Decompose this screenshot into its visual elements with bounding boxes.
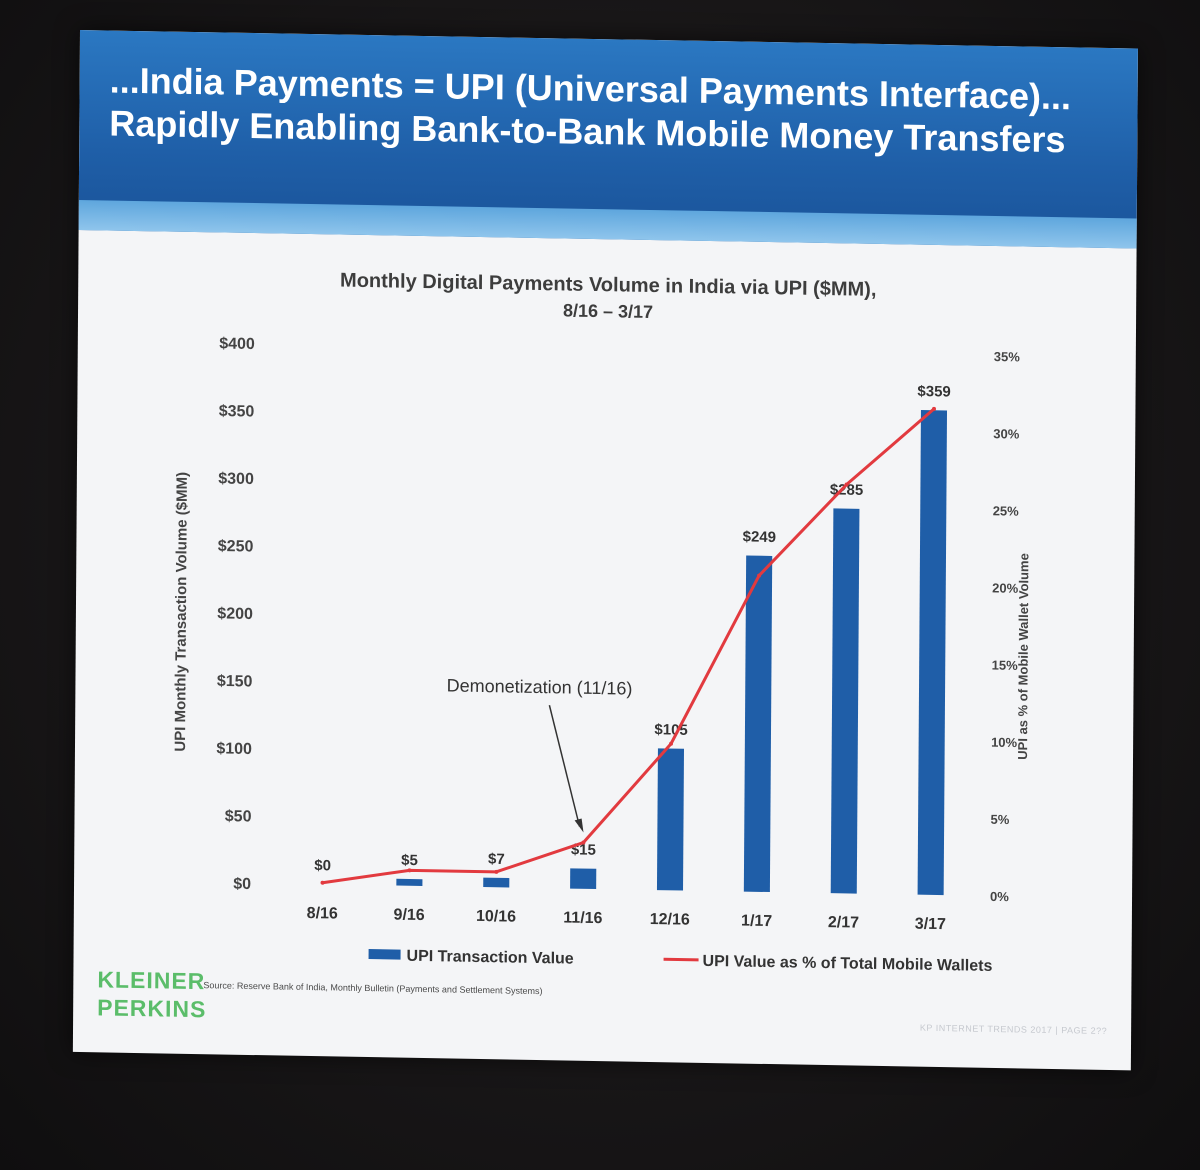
y-tick-label: $200 [217, 605, 253, 623]
y-tick-label: $250 [218, 538, 254, 556]
annotation-arrow-line [548, 705, 581, 827]
bar [830, 508, 860, 894]
legend-bar-swatch [368, 949, 401, 960]
legend-line-label: UPI Value as % of Total Mobile Wallets [702, 953, 992, 975]
x-tick-label: 8/16 [307, 905, 338, 923]
bar-series [396, 410, 948, 896]
y-tick-label: $0 [233, 876, 251, 893]
line-point [757, 573, 762, 578]
presentation-slide: ...India Payments = UPI (Universal Payme… [72, 30, 1138, 1071]
y2-tick-label: 20% [992, 580, 1019, 595]
y2-tick-label: 10% [991, 735, 1018, 750]
y2-axis-label: UPI as % of Mobile Wallet Volume [1015, 553, 1031, 760]
legend-line-swatch [663, 957, 699, 962]
annotation-text: Demonetization (11/16) [447, 675, 633, 698]
y2-tick-label: 15% [992, 657, 1019, 672]
bar-value-label: $249 [743, 528, 776, 546]
line-point [494, 869, 499, 874]
bar [656, 748, 685, 891]
y2-tick-label: 35% [994, 349, 1021, 364]
logo-line-1: KLEINER [97, 966, 206, 995]
y-tick-label: $400 [219, 335, 255, 353]
line-point [844, 482, 849, 487]
line-point [669, 741, 674, 746]
x-tick-label: 2/17 [828, 914, 859, 932]
logo-line-2: PERKINS [97, 994, 207, 1023]
x-tick-label: 1/17 [741, 913, 772, 931]
annotation: Demonetization (11/16) [447, 675, 633, 833]
bar [483, 877, 510, 888]
upi-chart: Monthly Digital Payments Volume in India… [172, 270, 1031, 975]
y2-tick-label: 25% [993, 503, 1020, 518]
line-series [320, 406, 937, 885]
y-tick-label: $100 [216, 740, 252, 758]
bar [570, 868, 597, 890]
bar-value-label: $0 [314, 857, 331, 874]
x-tick-label: 11/16 [563, 909, 602, 927]
chart-subtitle: 8/16 – 3/17 [563, 300, 653, 322]
bar [743, 555, 773, 893]
y-axis-ticks: $0 $50 $100 $150 $200 $250 $300 $350 $400 [216, 335, 255, 893]
y-tick-label: $150 [217, 673, 253, 691]
legend: UPI Transaction Value UPI Value as % of T… [368, 948, 993, 975]
bar [396, 878, 423, 886]
y-tick-label: $350 [219, 403, 255, 421]
y-tick-label: $300 [218, 470, 254, 488]
line-point [320, 880, 325, 885]
chart-area: Monthly Digital Payments Volume in India… [73, 210, 1137, 1070]
x-axis-ticks: 8/16 9/16 10/16 11/16 12/16 1/17 2/17 3/17 [307, 905, 946, 933]
y2-tick-label: 0% [990, 889, 1009, 904]
slide-title: ...India Payments = UPI (Universal Payme… [109, 59, 1110, 162]
line-point [407, 868, 412, 873]
line-point [581, 840, 586, 845]
bar-value-label: $7 [488, 851, 505, 868]
x-tick-label: 9/16 [394, 906, 425, 924]
y-tick-label: $50 [225, 808, 252, 825]
line-point [932, 406, 937, 411]
chart-title: Monthly Digital Payments Volume in India… [340, 270, 877, 301]
y2-axis-ticks: 0% 5% 10% 15% 20% 25% 30% 35% [990, 349, 1020, 904]
x-tick-label: 10/16 [476, 908, 516, 926]
legend-bar-label: UPI Transaction Value [407, 948, 574, 968]
y2-tick-label: 30% [993, 426, 1020, 441]
line-series-path [322, 407, 935, 885]
x-tick-label: 3/17 [915, 916, 946, 934]
kleiner-perkins-logo: KLEINER PERKINS [97, 965, 207, 1023]
bar-value-label: $359 [917, 383, 950, 401]
y2-tick-label: 5% [991, 812, 1010, 827]
x-tick-label: 12/16 [650, 911, 690, 929]
bar-value-label: $5 [401, 852, 418, 869]
y-axis-label: UPI Monthly Transaction Volume ($MM) [172, 472, 191, 752]
annotation-arrow-head [574, 818, 584, 833]
bar [917, 410, 948, 896]
